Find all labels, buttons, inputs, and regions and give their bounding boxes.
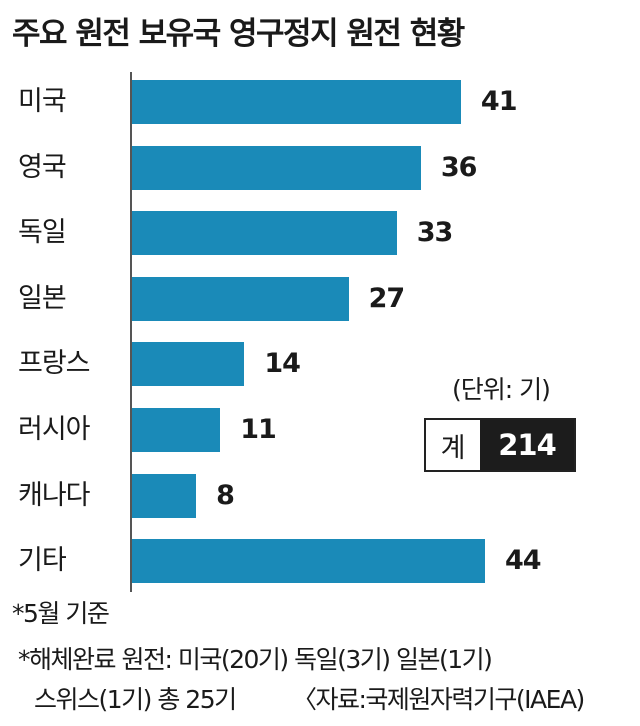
bar <box>132 342 245 387</box>
bar <box>132 211 397 256</box>
bar <box>132 276 349 321</box>
category-label: 독일 <box>18 217 67 249</box>
category-label: 기타 <box>18 545 67 577</box>
data-label: 36 <box>440 151 478 183</box>
note-decommissioned: *해체완료 원전: 미국(20기) 독일(3기) 일본(1기) <box>18 645 493 674</box>
data-label: 11 <box>240 414 277 445</box>
category-label: 러시아 <box>18 414 91 445</box>
bar <box>132 80 461 124</box>
note-source: 〈자료:국제원자력기구(IAEA) <box>292 685 585 714</box>
total-box: 계 214 <box>424 418 576 472</box>
data-label: 41 <box>480 86 518 117</box>
bar <box>132 408 221 452</box>
y-axis-line <box>130 72 132 592</box>
bar <box>132 473 197 518</box>
data-label: 33 <box>416 217 454 249</box>
data-label: 27 <box>368 282 406 314</box>
data-label: 14 <box>264 348 301 380</box>
category-label: 영국 <box>18 151 67 183</box>
note-date: *5월 기준 <box>12 599 110 628</box>
bar <box>132 145 421 190</box>
total-value: 214 <box>480 420 574 470</box>
category-label: 미국 <box>18 86 67 117</box>
category-label: 일본 <box>18 282 67 314</box>
unit-label: (단위: 기) <box>452 375 551 404</box>
category-label: 캐나다 <box>18 479 91 511</box>
total-label: 계 <box>426 420 480 470</box>
data-label: 8 <box>216 479 235 511</box>
chart-title: 주요 원전 보유국 영구정지 원전 현황 <box>12 16 465 52</box>
category-label: 프랑스 <box>18 348 91 380</box>
note-total: 스위스(1기) 총 25기 <box>34 685 237 714</box>
bar <box>132 539 485 584</box>
data-label: 44 <box>505 545 542 577</box>
